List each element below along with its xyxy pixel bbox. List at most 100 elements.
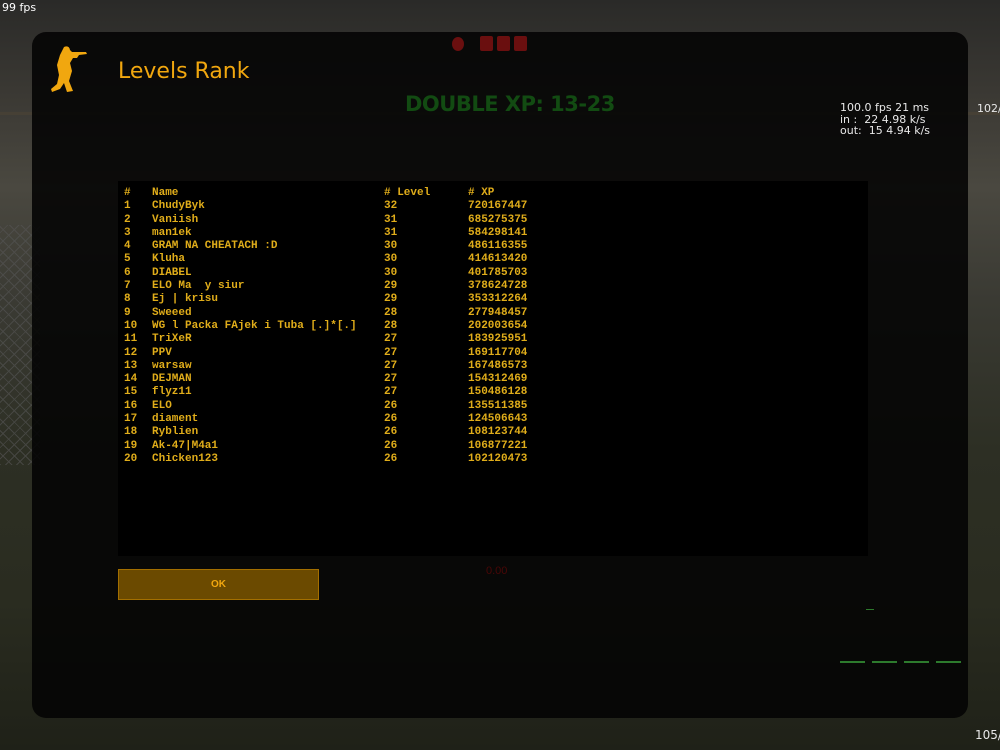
cell-xp: 486116355: [468, 240, 528, 253]
cell-name: DIABEL: [152, 266, 192, 279]
cell-level: 27: [384, 346, 398, 359]
cell-name: ChudyByk: [152, 200, 205, 213]
net-in: in : 22 4.98 k/s: [840, 112, 926, 126]
cell-rank: 12: [124, 346, 138, 359]
header-name: Name: [152, 187, 179, 199]
cell-name: Kluha: [152, 253, 186, 266]
cell-rank: 19: [124, 439, 138, 452]
cell-level: 26: [384, 413, 398, 426]
table-row: 18 Ryblien 26 108123744: [124, 426, 527, 439]
cell-level: 31: [384, 226, 398, 239]
fps-counter: 99 fps: [2, 1, 37, 14]
cell-level: 31: [384, 213, 398, 226]
cell-name: diament: [152, 413, 199, 426]
table-row: 13 warsaw 27 167486573: [124, 360, 527, 373]
cell-rank: 10: [124, 319, 138, 332]
net-graph-bars: [866, 609, 874, 610]
timer-digit: [480, 36, 493, 51]
cell-xp: 720167447: [468, 200, 528, 213]
cell-xp: 106877221: [468, 439, 528, 452]
table-row: 14 DEJMAN 27 154312469: [124, 373, 527, 386]
cell-level: 26: [384, 452, 398, 465]
cell-level: 30: [384, 240, 398, 253]
table-row: 9 Sweeed 28 277948457: [124, 307, 527, 320]
table-row: 4 GRAM NA CHEATACH :D 30 486116355: [124, 240, 527, 253]
cell-name: warsaw: [152, 359, 192, 372]
cell-xp: 124506643: [468, 413, 528, 426]
cell-xp: 378624728: [468, 280, 528, 293]
cell-name: Chicken123: [152, 452, 219, 465]
table-row: 16 ELO 26 135511385: [124, 400, 527, 413]
net-graph-bars: [840, 661, 968, 663]
cell-name: ELO Ma y siur: [152, 280, 245, 293]
cell-name: GRAM NA CHEATACH :D: [152, 240, 278, 253]
cell-xp: 154312469: [468, 373, 528, 386]
table-row: 8 Ej | krisu 29 353312264: [124, 293, 527, 306]
cell-xp: 685275375: [468, 213, 528, 226]
table-row: 12 PPV 27 169117704: [124, 347, 527, 360]
cell-level: 29: [384, 280, 398, 293]
cell-name: ELO: [152, 399, 172, 412]
table-row: 11 TriXeR 27 183925951: [124, 333, 527, 346]
cell-level: 27: [384, 373, 398, 386]
cell-rank: 17: [124, 413, 138, 426]
cell-level: 27: [384, 359, 398, 372]
cell-xp: 102120473: [468, 452, 528, 465]
double-xp-banner: DOUBLE XP: 13-23: [405, 92, 615, 116]
cell-name: Ryblien: [152, 426, 199, 439]
round-timer: [452, 36, 527, 51]
cell-name: man1ek: [152, 226, 192, 239]
cell-name: Sweeed: [152, 306, 192, 319]
counter-terrorist-logo-icon: [51, 46, 87, 92]
window-title: Levels Rank: [118, 59, 250, 84]
ok-button[interactable]: OK: [118, 569, 319, 600]
cell-name: Vaniish: [152, 213, 199, 226]
cell-name: Ej | krisu: [152, 293, 219, 306]
rank-table: # Name # Level # XP 1 ChudyByk 32 720167447…: [124, 187, 527, 466]
cell-rank: 2: [124, 213, 131, 226]
header-rank: #: [124, 187, 131, 199]
cell-xp: 167486573: [468, 359, 528, 372]
cell-level: 28: [384, 306, 398, 319]
cell-xp: 108123744: [468, 426, 528, 439]
cell-name: TriXeR: [152, 333, 192, 346]
table-row: 7 ELO Ma y siur 29 378624728: [124, 280, 527, 293]
table-row: 5 Kluha 30 414613420: [124, 253, 527, 266]
cell-xp: 414613420: [468, 253, 528, 266]
score-readout: 0.00: [486, 565, 508, 577]
header-xp: # XP: [468, 187, 495, 199]
table-row: 20 Chicken123 26 102120473: [124, 453, 527, 466]
net-out: out: 15 4.94 k/s: [840, 124, 931, 137]
net-graph-right-bottom: 105/: [975, 728, 1000, 742]
net-fps: 100.0 fps 21 ms: [840, 101, 930, 114]
table-header: # Name # Level # XP: [124, 187, 527, 200]
cell-level: 26: [384, 439, 398, 452]
cell-level: 30: [384, 266, 398, 279]
cell-xp: 353312264: [468, 293, 528, 306]
cell-rank: 14: [124, 373, 138, 386]
cell-xp: 135511385: [468, 399, 528, 412]
table-row: 1 ChudyByk 32 720167447: [124, 200, 527, 213]
header-level: # Level: [384, 187, 431, 199]
stopwatch-icon: [452, 36, 464, 51]
cell-rank: 9: [124, 306, 131, 319]
cell-rank: 16: [124, 399, 138, 412]
table-row: 17 diament 26 124506643: [124, 413, 527, 426]
cell-level: 27: [384, 333, 398, 346]
net-graph: 100.0 fps 21 ms in : 22 4.98 k/s out: 15 4…: [840, 102, 930, 137]
cell-level: 26: [384, 399, 398, 412]
cell-rank: 3: [124, 226, 131, 239]
cell-name: Ak-47|M4a1: [152, 439, 219, 452]
cell-rank: 8: [124, 293, 131, 306]
cell-level: 29: [384, 293, 398, 306]
timer-digit: [497, 36, 510, 51]
cell-name: DEJMAN: [152, 373, 192, 386]
table-row: 2 Vaniish 31 685275375: [124, 214, 527, 227]
cell-rank: 15: [124, 386, 138, 399]
cell-rank: 4: [124, 240, 131, 253]
table-row: 3 man1ek 31 584298141: [124, 227, 527, 240]
cell-rank: 6: [124, 266, 131, 279]
cell-rank: 11: [124, 333, 138, 346]
cell-xp: 202003654: [468, 319, 528, 332]
cell-xp: 277948457: [468, 306, 528, 319]
